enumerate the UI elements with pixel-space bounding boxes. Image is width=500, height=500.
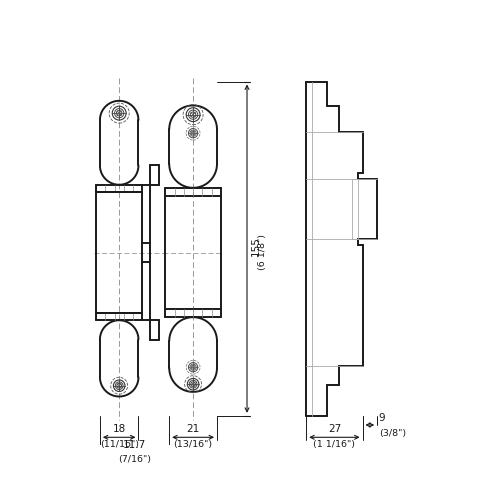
Text: (11/16"): (11/16") — [100, 440, 138, 448]
Text: (3/8"): (3/8") — [378, 429, 406, 438]
Text: (13/16"): (13/16") — [174, 440, 212, 448]
Text: 27: 27 — [328, 424, 341, 434]
Text: 21: 21 — [186, 424, 200, 434]
Text: (1 1/16"): (1 1/16") — [314, 440, 356, 448]
Text: 9: 9 — [378, 412, 386, 422]
Text: (7/16"): (7/16") — [118, 455, 151, 464]
Text: (6 1/8"): (6 1/8") — [258, 234, 267, 270]
Text: 11.7: 11.7 — [123, 440, 146, 450]
Text: 155: 155 — [251, 236, 261, 256]
Text: 18: 18 — [112, 424, 126, 434]
